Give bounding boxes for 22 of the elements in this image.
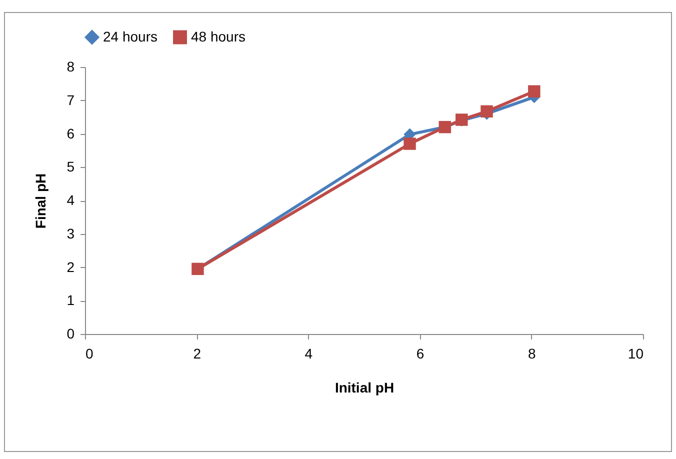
- y-tick-label: 2: [66, 258, 75, 275]
- x-tick-label: 8: [528, 346, 536, 362]
- legend-label: 48 hours: [191, 28, 246, 44]
- point: [480, 105, 493, 118]
- y-tick-label: 8: [66, 58, 75, 74]
- x-tick-label: 2: [193, 346, 202, 362]
- y-tick-label: 6: [66, 125, 75, 142]
- y-tick-label: 5: [66, 158, 75, 175]
- y-tick-label: 3: [66, 225, 75, 242]
- legend-label: 24 hours: [103, 28, 158, 44]
- point: [528, 85, 540, 98]
- y-tick-label: 4: [66, 192, 75, 208]
- y-tick-label: 1: [66, 292, 75, 308]
- y-tick-label: 0: [66, 326, 75, 342]
- point: [404, 138, 416, 150]
- y-axis-title: Final pH: [32, 173, 49, 229]
- y-tick-label: 7: [66, 92, 75, 108]
- x-tick-label: 0: [86, 346, 94, 362]
- x-axis-title: Initial pH: [334, 380, 394, 396]
- x-tick-label: 6: [416, 346, 424, 362]
- x-tick-label: 10: [628, 346, 644, 362]
- x-tick-label: 4: [304, 346, 313, 362]
